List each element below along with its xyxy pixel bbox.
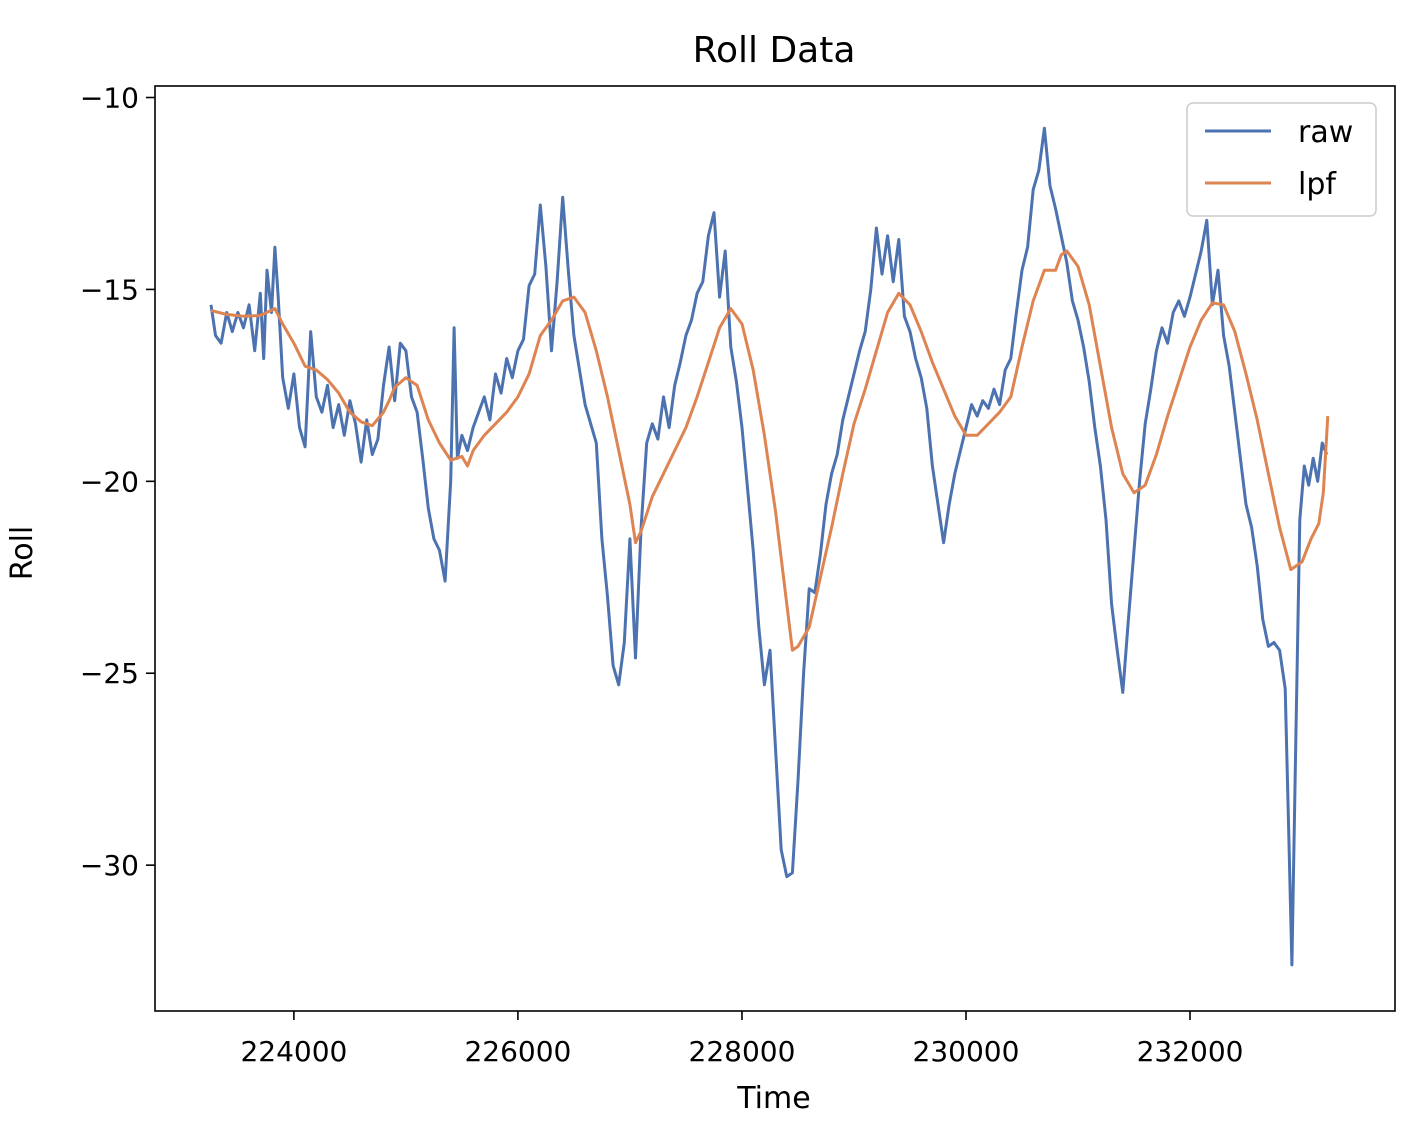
legend-label-lpf: lpf bbox=[1298, 167, 1337, 202]
y-axis: −10 −15 −20 −25 −30 bbox=[80, 82, 155, 882]
legend: raw lpf bbox=[1186, 102, 1377, 217]
y-tick-label: −15 bbox=[80, 273, 139, 306]
series-line-raw bbox=[209, 126, 1329, 967]
x-tick-label: 232000 bbox=[1137, 1035, 1244, 1068]
x-tick-label: 228000 bbox=[689, 1035, 796, 1068]
y-tick-label: −20 bbox=[80, 465, 139, 498]
chart-title: Roll Data bbox=[693, 30, 856, 71]
y-axis-label: Roll bbox=[5, 526, 40, 581]
plot-area-frame bbox=[154, 85, 1396, 1012]
series-layer bbox=[209, 126, 1330, 967]
x-tick-label: 224000 bbox=[240, 1035, 347, 1068]
x-axis-label: Time bbox=[736, 1081, 810, 1116]
series-line-lpf bbox=[210, 249, 1330, 652]
y-tick-label: −10 bbox=[80, 82, 139, 115]
y-tick-label: −30 bbox=[80, 849, 139, 882]
legend-label-raw: raw bbox=[1298, 115, 1353, 150]
y-tick-label: −25 bbox=[80, 657, 139, 690]
x-tick-label: 226000 bbox=[464, 1035, 571, 1068]
x-tick-label: 230000 bbox=[913, 1035, 1020, 1068]
x-axis: 224000 226000 228000 230000 232000 bbox=[240, 1011, 1243, 1068]
